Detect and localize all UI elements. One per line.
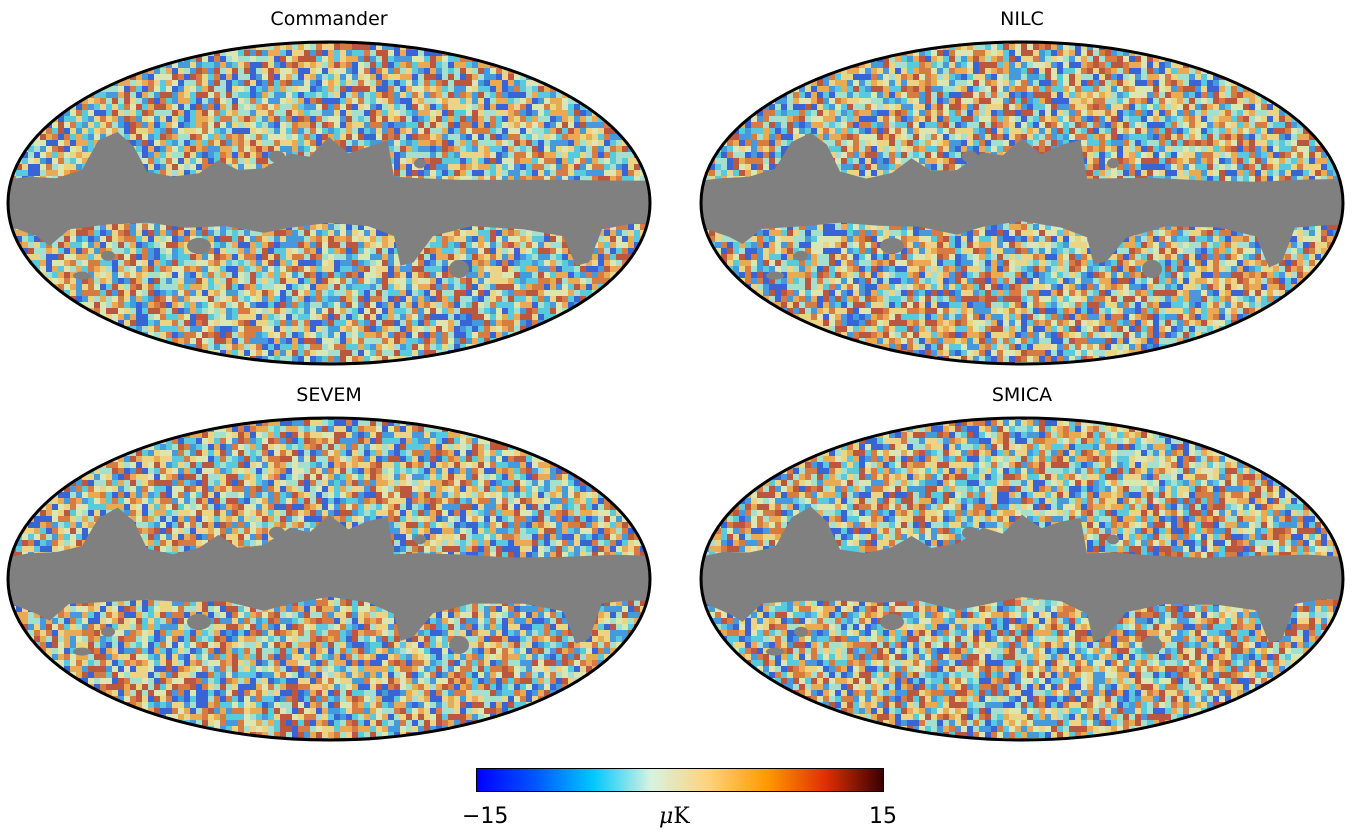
unit-suffix: K bbox=[673, 804, 689, 829]
panel-nilc: NILC bbox=[697, 0, 1347, 370]
masked-region bbox=[1107, 534, 1119, 545]
masked-region bbox=[101, 626, 115, 637]
masked-region bbox=[880, 613, 904, 630]
sky-texture bbox=[8, 42, 650, 364]
masked-region bbox=[269, 150, 285, 163]
masked-region bbox=[1142, 260, 1162, 278]
map-outline bbox=[6, 416, 652, 742]
masked-region bbox=[794, 626, 808, 637]
panel-title-nilc: NILC bbox=[697, 8, 1347, 30]
masked-region bbox=[414, 158, 426, 169]
sky-map-nilc bbox=[699, 40, 1345, 366]
panel-sevem: SEVEM bbox=[4, 376, 654, 746]
unit-prefix: μ bbox=[659, 804, 673, 829]
masked-region bbox=[414, 534, 426, 545]
sky-texture bbox=[8, 418, 650, 740]
masked-region bbox=[73, 647, 91, 656]
galactic-mask bbox=[701, 506, 1343, 643]
colorbar-unit-label: μK bbox=[659, 804, 690, 830]
masked-region bbox=[449, 260, 469, 278]
galactic-mask bbox=[701, 132, 1343, 268]
masked-region bbox=[880, 237, 904, 254]
galactic-mask bbox=[8, 507, 650, 644]
masked-region bbox=[1107, 158, 1119, 169]
masked-region bbox=[794, 250, 808, 261]
masked-region bbox=[101, 250, 115, 261]
colorbar-min-label: −15 bbox=[462, 804, 508, 830]
sky-map-commander bbox=[6, 40, 652, 366]
panel-title-sevem: SEVEM bbox=[4, 384, 654, 406]
panel-title-smica: SMICA bbox=[697, 384, 1347, 406]
sky-map-smica bbox=[699, 416, 1345, 742]
map-outline bbox=[699, 416, 1345, 742]
masked-region bbox=[766, 647, 784, 656]
panel-title-commander: Commander bbox=[4, 8, 654, 30]
panel-smica: SMICA bbox=[697, 376, 1347, 746]
sky-texture bbox=[701, 418, 1343, 740]
colorbar-max-label: 15 bbox=[869, 804, 897, 830]
masked-region bbox=[187, 613, 211, 630]
panel-commander: Commander bbox=[4, 0, 654, 370]
masked-region bbox=[269, 526, 285, 539]
map-outline bbox=[699, 40, 1345, 366]
masked-region bbox=[1142, 636, 1162, 654]
masked-region bbox=[962, 150, 978, 163]
map-outline bbox=[6, 40, 652, 366]
masked-region bbox=[73, 271, 91, 280]
masked-region bbox=[962, 526, 978, 539]
sky-texture bbox=[701, 42, 1343, 364]
masked-region bbox=[187, 237, 211, 254]
colorbar bbox=[476, 768, 884, 792]
sky-map-sevem bbox=[6, 416, 652, 742]
galactic-mask bbox=[8, 132, 650, 266]
masked-region bbox=[766, 271, 784, 280]
masked-region bbox=[449, 636, 469, 654]
colorbar-gradient bbox=[476, 768, 884, 792]
